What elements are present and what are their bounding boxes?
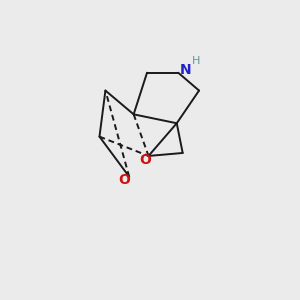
Text: O: O [140,152,152,167]
Text: H: H [192,56,200,66]
Text: O: O [118,173,130,187]
Text: N: N [180,63,191,77]
